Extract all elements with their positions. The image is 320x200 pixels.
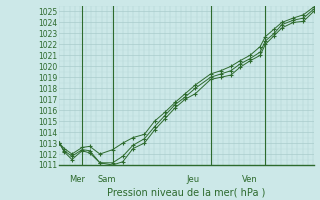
Text: Ven: Ven xyxy=(242,175,258,184)
Text: Jeu: Jeu xyxy=(187,175,200,184)
Text: Sam: Sam xyxy=(97,175,116,184)
Text: Pression niveau de la mer( hPa ): Pression niveau de la mer( hPa ) xyxy=(107,187,266,197)
Text: Mer: Mer xyxy=(69,175,85,184)
